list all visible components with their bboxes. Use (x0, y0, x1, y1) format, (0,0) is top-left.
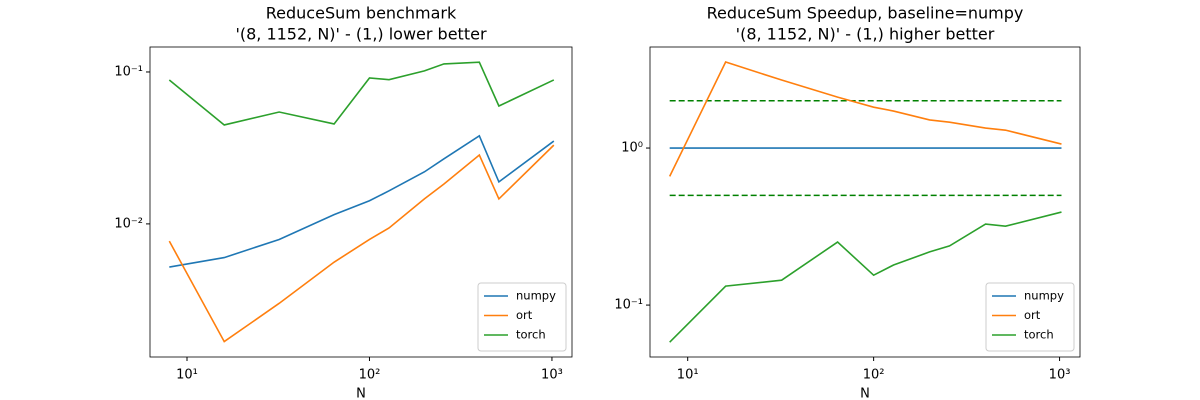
legend-label: ort (516, 308, 533, 322)
chart-title: ReduceSum benchmark (266, 4, 457, 23)
chart-title: '(8, 1152, N)' - (1,) higher better (736, 25, 995, 44)
legend-label: torch (516, 328, 546, 342)
x-axis-label: N (860, 387, 870, 400)
legend-label: numpy (516, 289, 556, 303)
axes-frame (149, 46, 573, 358)
x-axis-label: N (356, 387, 366, 400)
axes-frame (649, 46, 1081, 358)
series-line (169, 134, 555, 268)
legend: numpy ort torch (477, 282, 567, 352)
x-tick-label: 10¹ (176, 368, 198, 383)
legend-label: ort (1024, 308, 1041, 322)
y-tick-label: 10⁻¹ (114, 64, 143, 79)
series-line (669, 211, 1062, 343)
legend-box (477, 282, 567, 352)
legend-label: torch (1024, 328, 1054, 342)
series-line (168, 61, 555, 126)
y-tick-label: 10⁻² (114, 216, 143, 231)
series-line (168, 144, 555, 343)
x-tick-label: 10³ (1049, 368, 1071, 383)
x-tick-label: 10¹ (677, 368, 699, 383)
legend-label: numpy (1024, 289, 1064, 303)
chart-title: '(8, 1152, N)' - (1,) lower better (235, 25, 486, 44)
legend-box (985, 282, 1075, 352)
legend: numpy ort torch (985, 282, 1075, 352)
y-tick-label: 10⁰ (621, 141, 643, 156)
x-tick-label: 10³ (541, 368, 563, 383)
x-tick-label: 10² (863, 368, 885, 383)
chart-title: ReduceSum Speedup, baseline=numpy (707, 4, 1024, 23)
y-tick-label: 10⁻¹ (614, 298, 643, 313)
series-line (668, 61, 1062, 177)
x-tick-label: 10² (359, 368, 381, 383)
